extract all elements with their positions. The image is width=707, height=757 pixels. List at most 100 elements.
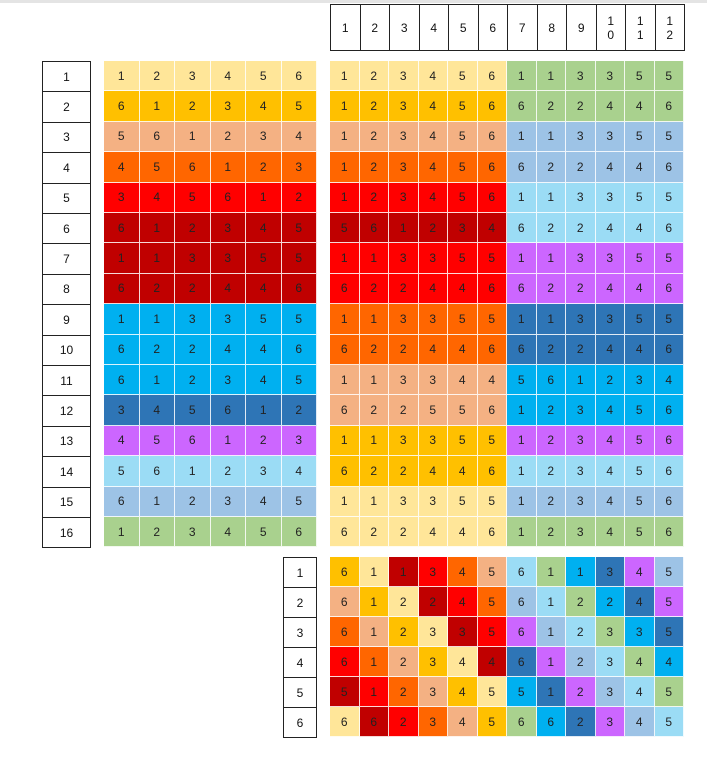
right-cell: 4: [595, 425, 625, 457]
right-cell: 2: [359, 273, 389, 305]
right-cell: 5: [625, 121, 655, 153]
right-cell: 4: [448, 456, 478, 487]
right-cell: 5: [625, 304, 655, 335]
left-cell: 4: [246, 213, 282, 244]
bottom-cell: 2: [389, 617, 419, 647]
right-cell: 2: [359, 517, 389, 548]
left-cell: 1: [139, 365, 175, 396]
right-cell: 2: [359, 61, 389, 92]
bottom-cell: 3: [418, 557, 448, 587]
right-cell: 5: [625, 243, 655, 274]
right-cell: 2: [536, 334, 566, 365]
bottom-cell: 5: [477, 587, 507, 617]
left-cell: 5: [104, 121, 140, 153]
bottom-cell: 6: [330, 587, 360, 617]
right-cell: 6: [477, 456, 507, 487]
left-cell: 3: [175, 61, 211, 92]
right-cell: 6: [654, 91, 684, 122]
bottom-cell: 6: [330, 617, 360, 647]
right-cell: 4: [595, 486, 625, 517]
right-cell: 3: [566, 61, 596, 92]
left-cell: 5: [104, 456, 140, 487]
left-cell: 2: [139, 334, 175, 365]
bottom-cell: 5: [477, 677, 507, 707]
bottom-cell: 6: [330, 647, 360, 677]
bottom-cell: 3: [418, 617, 448, 647]
right-cell: 6: [507, 91, 537, 122]
right-cell: 6: [477, 334, 507, 365]
row-label-10: 10: [42, 334, 91, 366]
right-cell: 2: [566, 213, 596, 244]
left-cell: 1: [139, 213, 175, 244]
left-cell: 5: [281, 213, 317, 244]
bottom-cell: 4: [625, 557, 655, 587]
right-cell: 6: [654, 213, 684, 244]
right-cell: 1: [507, 517, 537, 548]
column-header-2: 2: [359, 4, 390, 51]
right-cell: 3: [595, 182, 625, 213]
right-cell: 3: [389, 425, 419, 457]
right-cell: 6: [477, 91, 507, 122]
left-cell: 1: [210, 425, 246, 457]
left-cell: 6: [210, 182, 246, 213]
right-cell: 1: [330, 243, 360, 274]
right-cell: 1: [359, 304, 389, 335]
right-cell: 3: [418, 425, 448, 457]
bottom-cell: 1: [536, 647, 566, 677]
right-cell: 1: [330, 121, 360, 153]
right-cell: 4: [625, 91, 655, 122]
right-cell: 6: [654, 517, 684, 548]
right-cell: 1: [536, 243, 566, 274]
right-cell: 5: [625, 395, 655, 426]
left-cell: 6: [139, 456, 175, 487]
left-cell: 3: [246, 456, 282, 487]
right-cell: 3: [595, 304, 625, 335]
right-cell: 5: [625, 61, 655, 92]
right-cell: 4: [418, 273, 448, 305]
bottom-cell: 1: [536, 557, 566, 587]
bottom-cell: 3: [625, 617, 655, 647]
right-cell: 4: [595, 273, 625, 305]
left-cell: 4: [104, 152, 140, 183]
right-cell: 4: [477, 213, 507, 244]
left-cell: 5: [281, 91, 317, 122]
right-cell: 6: [330, 395, 360, 426]
right-cell: 3: [566, 456, 596, 487]
left-cell: 2: [139, 517, 175, 548]
right-cell: 5: [477, 425, 507, 457]
left-cell: 4: [210, 334, 246, 365]
bottom-cell: 6: [536, 707, 566, 737]
right-cell: 6: [477, 273, 507, 305]
column-header-8: 8: [536, 4, 567, 51]
right-cell: 3: [566, 182, 596, 213]
right-cell: 3: [595, 121, 625, 153]
left-cell: 2: [175, 213, 211, 244]
left-cell: 4: [246, 365, 282, 396]
right-cell: 3: [566, 517, 596, 548]
left-cell: 3: [210, 486, 246, 517]
column-header-5: 5: [448, 4, 479, 51]
right-cell: 6: [654, 456, 684, 487]
right-cell: 4: [418, 91, 448, 122]
right-cell: 4: [625, 334, 655, 365]
right-cell: 2: [389, 517, 419, 548]
right-cell: 4: [625, 213, 655, 244]
right-cell: 2: [566, 91, 596, 122]
bottom-cell: 2: [595, 587, 625, 617]
right-cell: 4: [448, 334, 478, 365]
row-label-4: 4: [42, 152, 91, 184]
left-cell: 2: [246, 152, 282, 183]
bottom-cell: 4: [477, 647, 507, 677]
right-cell: 4: [595, 517, 625, 548]
left-cell: 3: [281, 425, 317, 457]
bottom-cell: 4: [625, 647, 655, 677]
column-header-11: 1 1: [625, 4, 656, 51]
left-cell: 3: [281, 152, 317, 183]
left-cell: 6: [210, 395, 246, 426]
right-cell: 1: [507, 182, 537, 213]
right-cell: 6: [654, 425, 684, 457]
bottom-row-label-5: 5: [283, 677, 317, 708]
bottom-cell: 2: [389, 647, 419, 677]
bottom-cell: 3: [418, 647, 448, 677]
left-cell: 3: [104, 182, 140, 213]
